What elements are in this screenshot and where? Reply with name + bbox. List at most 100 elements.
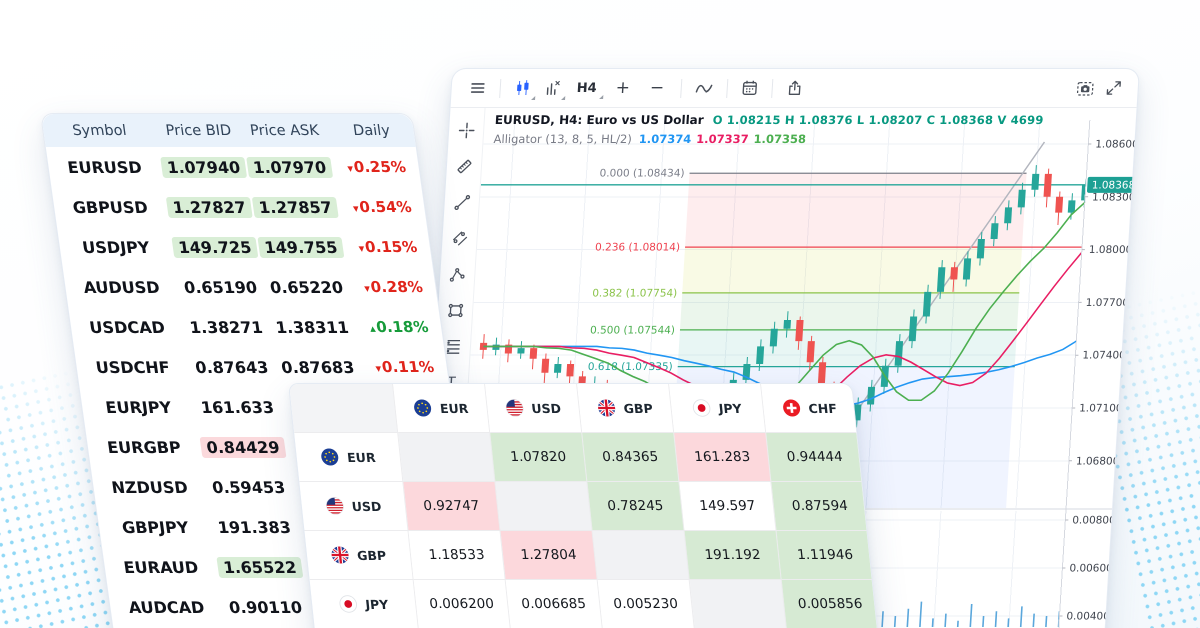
matrix-rate-cell[interactable] [689, 580, 787, 628]
quote-bid: 1.65522 [215, 556, 304, 578]
matrix-rate-cell[interactable] [592, 531, 690, 580]
currency-matrix-grid: EUR USD GBP JPY CHF EUR 1.07820 0.84365 161.283 0… [289, 384, 879, 628]
menu-button[interactable] [465, 76, 490, 100]
quote-daily-change: ▾0.28% [363, 278, 425, 296]
indicator-wave-icon [695, 79, 715, 98]
fullscreen-button[interactable] [1101, 76, 1126, 100]
matrix-col-header-eur: EUR [393, 384, 491, 433]
indicator-template-button[interactable] [540, 76, 565, 100]
matrix-rate-cell[interactable]: 0.94444 [766, 433, 864, 482]
quote-bid: 0.59453 [210, 477, 287, 497]
matrix-row-header-eur: EUR [294, 433, 404, 482]
timeframe-button[interactable]: H4 [570, 78, 603, 99]
share-button[interactable] [782, 76, 807, 100]
screenshot-button[interactable] [1072, 76, 1099, 101]
polyline-tool-button[interactable] [447, 265, 467, 288]
matrix-rate-cell[interactable]: 0.006200 [413, 580, 511, 628]
matrix-row-label: USD [350, 498, 382, 514]
quote-bid: 0.90110 [227, 597, 304, 617]
flag-usd-icon [325, 497, 345, 515]
down-triangle-icon: ▾ [363, 282, 371, 295]
toolbar-divider [680, 78, 683, 98]
svg-text:0.006000: 0.006000 [1069, 563, 1120, 575]
chart-type-button[interactable] [510, 76, 535, 100]
trendline-tool-button[interactable] [451, 193, 471, 216]
calendar-button[interactable] [737, 76, 762, 100]
quote-daily-change: ▾0.54% [352, 198, 413, 216]
matrix-col-header-jpy: JPY [669, 384, 767, 433]
svg-text:0.008000: 0.008000 [1072, 515, 1123, 527]
ruler-tool-button[interactable] [454, 157, 474, 180]
svg-text:1.08600: 1.08600 [1095, 139, 1138, 151]
quote-row[interactable]: EURUSD 1.07940 1.07970 ▾0.25% [46, 147, 422, 187]
svg-text:1.07100: 1.07100 [1079, 403, 1123, 415]
matrix-rate-cell[interactable]: 1.18533 [408, 531, 506, 580]
matrix-rate-cell[interactable]: 1.11946 [776, 531, 874, 580]
quote-symbol: EURJPY [104, 397, 173, 417]
matrix-col-label: JPY [717, 400, 743, 416]
matrix-rate-cell[interactable] [495, 482, 593, 531]
matrix-rate-cell[interactable]: 0.005856 [781, 580, 879, 628]
quote-row[interactable]: GBPUSD 1.27827 1.27857 ▾0.54% [51, 187, 427, 227]
matrix-rate-cell[interactable]: 149.597 [679, 482, 777, 531]
ohlcv-values: O 1.08215 H 1.08376 L 1.08207 C 1.08368 … [712, 113, 1044, 127]
quote-row[interactable]: AUDUSD 0.65190 0.65220 ▾0.28% [63, 267, 439, 307]
symbol-title: EURUSD, H4: Euro vs US Dollar [494, 113, 705, 127]
header-price-ask: Price ASK [249, 122, 320, 139]
chart-legend: EURUSD, H4: Euro vs US Dollar O 1.08215 H… [493, 111, 1044, 149]
header-symbol: Symbol [71, 122, 128, 139]
indicators-button[interactable] [691, 76, 718, 101]
quote-ask: 1.07970 [245, 156, 334, 178]
svg-text:0.618 (1.07335): 0.618 (1.07335) [587, 361, 673, 373]
svg-text:0.500 (1.07544): 0.500 (1.07544) [590, 324, 676, 336]
matrix-col-label: EUR [439, 400, 470, 416]
matrix-rate-cell[interactable] [398, 433, 496, 482]
rectangle-tool-button[interactable] [445, 301, 465, 324]
crosshair-tool-button[interactable] [456, 121, 476, 144]
alligator-label: Alligator (13, 8, 5, HL/2) [493, 132, 633, 147]
matrix-rate-cell[interactable]: 0.87594 [771, 482, 869, 531]
flag-gbp-icon [330, 546, 350, 564]
fibonacci-tool-button[interactable] [443, 337, 463, 360]
currency-matrix-panel: EUR USD GBP JPY CHF EUR 1.07820 0.84365 161.283 0… [288, 383, 884, 628]
candlestick-style-icon [513, 79, 532, 97]
matrix-rate-cell[interactable]: 1.07820 [490, 433, 588, 482]
quote-bid: 1.38271 [188, 317, 264, 337]
zoom-in-button[interactable]: + [608, 78, 637, 98]
matrix-rate-cell[interactable]: 191.192 [684, 531, 782, 580]
down-triangle-icon: ▾ [357, 242, 366, 255]
matrix-rate-cell[interactable]: 0.84365 [582, 433, 680, 482]
quote-bid: 1.27827 [165, 196, 254, 218]
matrix-row-header-jpy: JPY [309, 580, 419, 628]
quote-ask: 1.38311 [274, 317, 350, 337]
matrix-rate-cell[interactable]: 0.92747 [403, 482, 501, 531]
alligator-value: 1.07358 [753, 132, 807, 147]
quote-bid: 149.725 [170, 236, 259, 258]
quote-symbol: EURGBP [105, 437, 182, 457]
matrix-rate-cell[interactable]: 1.27804 [500, 531, 598, 580]
crosshair-icon [456, 121, 476, 144]
matrix-rate-cell[interactable]: 0.006685 [505, 580, 603, 628]
menu-icon [468, 79, 487, 97]
matrix-rate-cell[interactable]: 0.78245 [587, 482, 685, 531]
matrix-col-label: GBP [622, 400, 654, 416]
down-triangle-icon: ▾ [352, 202, 360, 215]
share-icon [786, 79, 805, 97]
fullscreen-icon [1104, 79, 1123, 97]
flag-jpy-icon [692, 399, 712, 417]
quote-row[interactable]: USDCAD 1.38271 1.38311 ▴0.18% [68, 307, 444, 347]
matrix-rate-cell[interactable]: 0.005230 [597, 580, 695, 628]
channel-tool-button[interactable] [449, 229, 469, 252]
quote-symbol: USDCHF [94, 357, 171, 377]
zoom-out-button[interactable]: − [642, 78, 671, 98]
bar-chart-x-icon [543, 79, 562, 97]
quote-row[interactable]: USDJPY 149.725 149.755 ▾0.15% [57, 227, 433, 267]
matrix-col-header-gbp: GBP [577, 384, 675, 433]
polyline-icon [447, 265, 467, 288]
quote-row[interactable]: USDCHF 0.87643 0.87683 ▾0.11% [74, 347, 450, 387]
quote-ask: 149.755 [256, 236, 345, 258]
matrix-rate-cell[interactable]: 161.283 [674, 433, 772, 482]
matrix-corner-cell [289, 384, 399, 433]
quote-daily-change: ▾0.15% [357, 238, 419, 256]
